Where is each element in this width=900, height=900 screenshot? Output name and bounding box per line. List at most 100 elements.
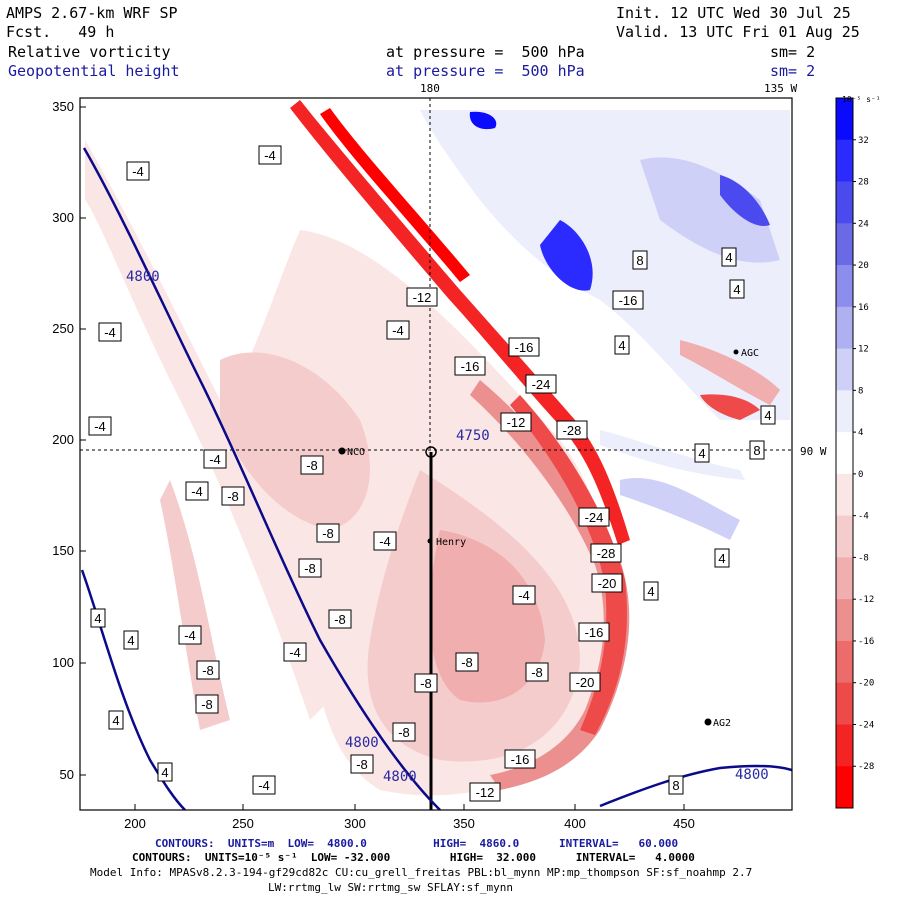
colorbar-swatch	[836, 515, 853, 558]
vorticity-contour-label: 4	[760, 405, 776, 425]
x-tick-label: 450	[673, 816, 695, 831]
vorticity-contour-label: -4	[126, 161, 150, 181]
svg-text:-8: -8	[334, 612, 346, 627]
svg-text:-16: -16	[461, 359, 480, 374]
svg-text:4: 4	[647, 584, 654, 599]
vorticity-contour-label: 4	[123, 630, 139, 650]
valid-time: Valid. 13 UTC Fri 01 Aug 25	[616, 23, 860, 41]
vorticity-contour-label: -8	[196, 660, 220, 680]
svg-text:-28: -28	[597, 546, 616, 561]
vorticity-contour-label: 4	[614, 335, 630, 355]
y-tick-label: 250	[52, 321, 74, 336]
x-tick-label: 200	[124, 816, 146, 831]
field1-name: Relative vorticity	[8, 43, 171, 61]
colorbar-swatch	[836, 181, 853, 224]
vorticity-contour-label: -16	[578, 622, 610, 642]
svg-text:-16: -16	[619, 293, 638, 308]
svg-text:4: 4	[618, 338, 625, 353]
station-marker-henry	[427, 538, 433, 544]
svg-text:8: 8	[753, 443, 760, 458]
svg-text:-4: -4	[289, 645, 301, 660]
svg-text:-8: -8	[201, 697, 213, 712]
svg-text:-24: -24	[585, 510, 604, 525]
colorbar-tick-label: 32	[858, 136, 869, 146]
svg-text:-12: -12	[413, 290, 432, 305]
svg-text:-8: -8	[306, 458, 318, 473]
svg-text:4: 4	[725, 250, 732, 265]
svg-text:4: 4	[94, 611, 101, 626]
turbulent-vorticity-region	[420, 110, 790, 540]
svg-text:-16: -16	[511, 752, 530, 767]
y-axis: 50 100 150 200 250 300 350	[52, 99, 86, 782]
vorticity-contour-label: 4	[108, 710, 124, 730]
colorbar-tick-label: 28	[858, 178, 869, 188]
colorbar-tick-label: -12	[858, 595, 874, 605]
vorticity-contour-label: 4	[694, 443, 710, 463]
svg-text:-4: -4	[104, 325, 116, 340]
vorticity-contour-label: -8	[392, 722, 416, 742]
vorticity-contour-label: -12	[500, 412, 532, 432]
vorticity-contour-label: 4	[90, 608, 106, 628]
svg-text:-20: -20	[598, 576, 617, 591]
svg-text:-8: -8	[356, 757, 368, 772]
vorticity-contour-label: 4	[643, 581, 659, 601]
colorbar-tick-label: 0	[858, 470, 863, 480]
vorticity-contour-label: 4	[157, 762, 173, 782]
colorbar-swatch	[836, 599, 853, 642]
station-label-ag2: AG2	[713, 718, 731, 729]
vorticity-contour-label: -16	[504, 749, 536, 769]
height-label: 4800	[345, 735, 379, 751]
vorticity-contour-label: -4	[386, 320, 410, 340]
vorticity-contour-label: -20	[569, 672, 601, 692]
svg-text:-4: -4	[518, 588, 530, 603]
vorticity-contour-label: -4	[88, 416, 112, 436]
vorticity-contour-label: 8	[632, 250, 648, 270]
vorticity-contour-label: -16	[454, 356, 486, 376]
colorbar-tick-label: -28	[858, 762, 874, 772]
station-marker-agc	[733, 349, 739, 355]
colorbar: 32 28 24 20 16 12 8 4 0 -4 -8 -12 -16 -20 -24 -28	[835, 97, 874, 809]
vorticity-contour-label: -24	[578, 507, 610, 527]
svg-text:-20: -20	[576, 675, 595, 690]
svg-text:-4: -4	[132, 164, 144, 179]
svg-text:-8: -8	[461, 655, 473, 670]
vorticity-contour-label: -8	[455, 652, 479, 672]
x-tick-label: 300	[344, 816, 366, 831]
vorticity-contour-label: 8	[668, 775, 684, 795]
colorbar-swatch	[836, 473, 853, 517]
init-time: Init. 12 UTC Wed 30 Jul 25	[616, 4, 851, 22]
vorticity-contour-label: -4	[258, 145, 282, 165]
station-marker-ag2	[704, 718, 712, 726]
svg-text:-16: -16	[515, 340, 534, 355]
vorticity-contour-label: -4	[203, 449, 227, 469]
height-label: 4800	[735, 767, 769, 783]
x-axis: 200 250 300 350 400 450	[124, 804, 695, 831]
colorbar-tick-label: 12	[858, 345, 869, 355]
vorticity-contour-label: -8	[221, 486, 245, 506]
vorticity-contour-label: -8	[328, 609, 352, 629]
svg-text:-28: -28	[563, 423, 582, 438]
vorticity-contour-label: -8	[350, 754, 374, 774]
y-tick-label: 200	[52, 432, 74, 447]
vorticity-contour-label: -28	[556, 420, 588, 440]
svg-text:4: 4	[112, 713, 119, 728]
y-tick-label: 300	[52, 210, 74, 225]
lon-label-180: 180	[420, 82, 440, 95]
field1-smoothing: sm= 2	[770, 43, 816, 61]
svg-text:-4: -4	[184, 628, 196, 643]
vorticity-contour-label: -12	[469, 782, 501, 802]
vorticity-contour-label: 4	[714, 548, 730, 568]
colorbar-tick-label: 8	[858, 386, 863, 396]
svg-text:-8: -8	[531, 665, 543, 680]
height-label: 4750	[456, 428, 490, 444]
svg-text:-8: -8	[322, 526, 334, 541]
contours-height-info: CONTOURS: UNITS=m LOW= 4800.0 HIGH= 4860…	[155, 837, 679, 850]
colorbar-swatch	[836, 390, 853, 433]
colorbar-tick-label: -16	[858, 637, 874, 647]
vorticity-contour-label: -4	[252, 775, 276, 795]
field2-smoothing: sm= 2	[770, 62, 816, 80]
cyclone-west-lobe	[220, 352, 370, 530]
colorbar-tick-label: 24	[858, 219, 869, 229]
vorticity-contour-label: -4	[512, 585, 536, 605]
colorbar-swatch	[836, 766, 853, 809]
